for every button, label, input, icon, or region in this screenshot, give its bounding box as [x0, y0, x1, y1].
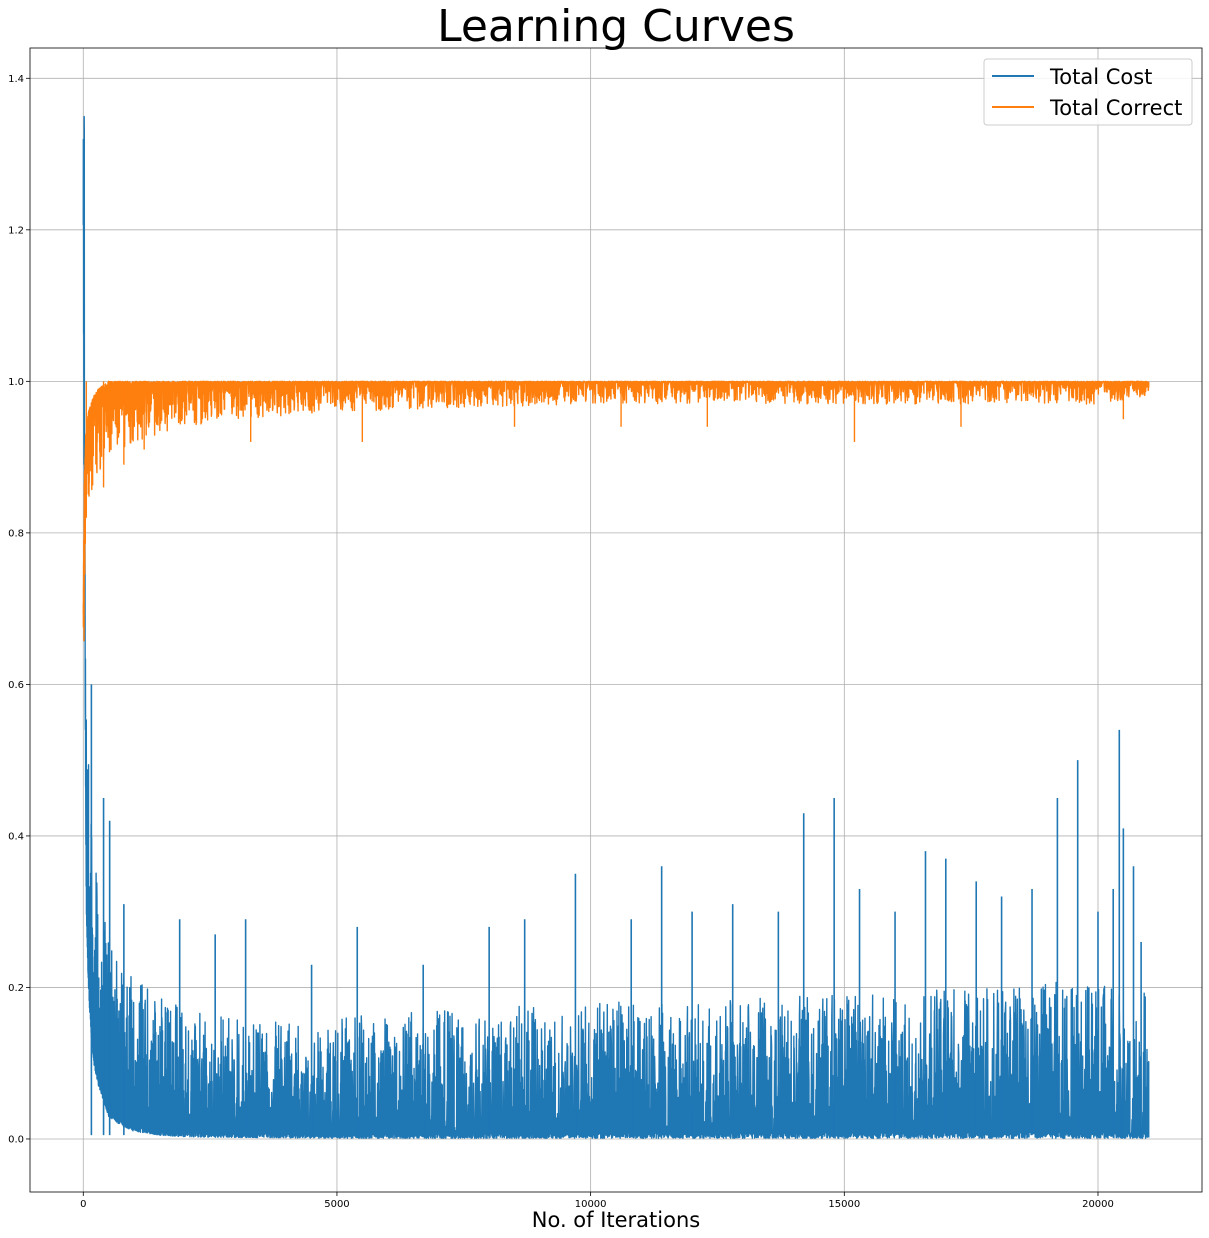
legend-box — [983, 58, 1193, 126]
y-tick-label: 1.4 — [8, 74, 24, 85]
x-tick-label: 15000 — [828, 1199, 860, 1210]
legend: Total Cost Total Correct — [983, 58, 1193, 126]
series-line-total-correct — [82, 380, 1150, 642]
series-line-total-cost — [82, 115, 1150, 1139]
x-axis-label: No. of Iterations — [532, 1208, 700, 1232]
y-tick-label: 0.8 — [8, 528, 24, 539]
grid — [30, 48, 1202, 1192]
x-axis-ticks: 0 5000 10000 15000 20000 — [80, 1192, 1114, 1210]
y-tick-label: 1.0 — [8, 377, 24, 388]
x-tick-label: 5000 — [324, 1199, 349, 1210]
y-tick-label: 0.2 — [8, 983, 24, 994]
x-tick-label: 0 — [80, 1199, 86, 1210]
legend-label-total-correct: Total Correct — [1049, 96, 1182, 120]
y-tick-label: 0.0 — [8, 1134, 24, 1145]
x-tick-label: 20000 — [1082, 1199, 1114, 1210]
plot-frame — [29, 47, 1203, 1193]
chart-title: Learning Curves — [437, 1, 795, 52]
y-tick-label: 1.2 — [8, 225, 24, 236]
x-tick-label: 10000 — [575, 1199, 607, 1210]
y-tick-label: 0.6 — [8, 680, 24, 691]
plot-lines — [82, 115, 1150, 1139]
legend-label-total-cost: Total Cost — [1049, 65, 1152, 89]
y-tick-label: 0.4 — [8, 831, 24, 842]
y-axis-ticks: 0.0 0.2 0.4 0.6 0.8 1.0 1.2 1.4 — [8, 74, 30, 1145]
